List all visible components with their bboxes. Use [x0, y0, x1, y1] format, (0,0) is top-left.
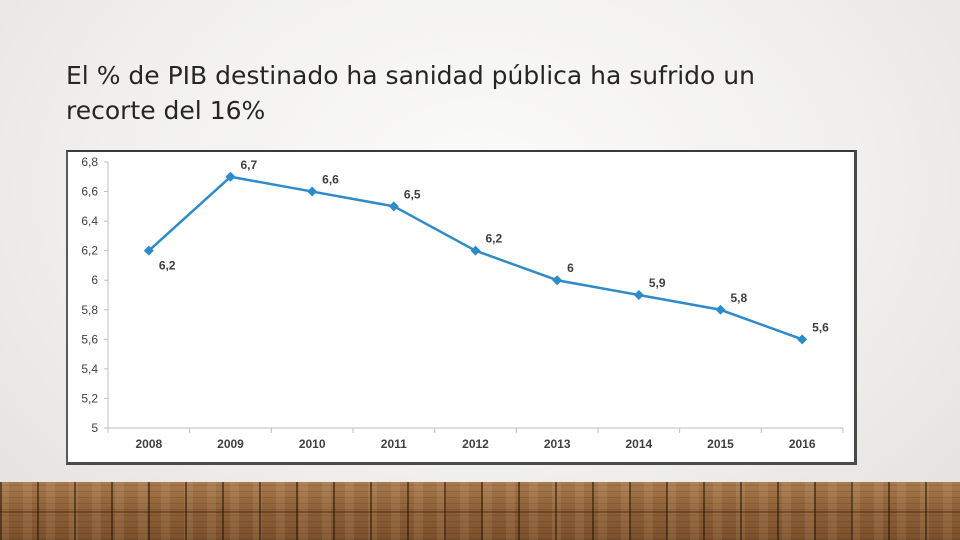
data-label: 5,8 — [731, 291, 748, 305]
chart-frame: 5 5,2 5,4 5,6 5,8 6 6,2 6,4 6,6 6,8 2008 2009 2010 20… — [66, 150, 857, 465]
data-point-marker — [633, 290, 644, 300]
data-point-marker — [797, 334, 808, 345]
data-point-marker — [225, 171, 236, 182]
data-label: 6 — [567, 261, 574, 275]
series-line — [147, 175, 803, 341]
data-point-marker — [388, 201, 399, 212]
data-point-marker — [552, 275, 563, 286]
data-point-marker — [143, 245, 154, 256]
x-tick-label: 2014 — [625, 437, 652, 451]
y-tick-label: 6,8 — [81, 155, 98, 169]
y-tick-label: 6,2 — [81, 244, 98, 258]
data-point-marker — [307, 186, 318, 197]
x-tick-label: 2009 — [217, 437, 244, 451]
data-label: 6,2 — [486, 232, 503, 246]
data-label: 5,9 — [649, 276, 666, 290]
y-tick-label: 5,4 — [81, 362, 98, 376]
x-tick-label: 2012 — [462, 437, 489, 451]
data-label: 6,2 — [159, 259, 176, 273]
x-tick-label: 2008 — [135, 437, 162, 451]
y-tick-label: 5,8 — [81, 303, 98, 317]
data-point-marker — [715, 304, 726, 315]
data-label: 6,7 — [241, 158, 258, 172]
y-tick-label: 6,4 — [81, 214, 98, 228]
x-tick-label: 2011 — [381, 437, 407, 451]
wooden-floor-decoration — [0, 482, 960, 540]
slide-title: El % de PIB destinado ha sanidad pública… — [66, 58, 826, 128]
x-tick-label: 2010 — [299, 437, 326, 451]
y-tick-label: 6,6 — [81, 185, 98, 199]
line-chart: 5 5,2 5,4 5,6 5,8 6 6,2 6,4 6,6 6,8 2008 2009 2010 20… — [81, 155, 844, 451]
data-label: 6,5 — [404, 187, 421, 201]
x-tick-label: 2015 — [707, 437, 734, 451]
x-tick-label: 2016 — [789, 437, 816, 451]
slide-title-line-1: El % de PIB destinado ha sanidad pública… — [66, 61, 755, 90]
data-label: 5,6 — [812, 320, 829, 334]
slide-title-line-2: recorte del 16% — [66, 96, 266, 125]
y-tick-label: 5,2 — [81, 391, 98, 405]
x-tick-label: 2013 — [544, 437, 571, 451]
y-tick-label: 5,6 — [81, 332, 98, 346]
y-tick-label: 5 — [91, 421, 98, 435]
data-point-marker — [470, 245, 481, 256]
data-label: 6,6 — [322, 173, 339, 187]
y-tick-label: 6 — [91, 273, 98, 287]
